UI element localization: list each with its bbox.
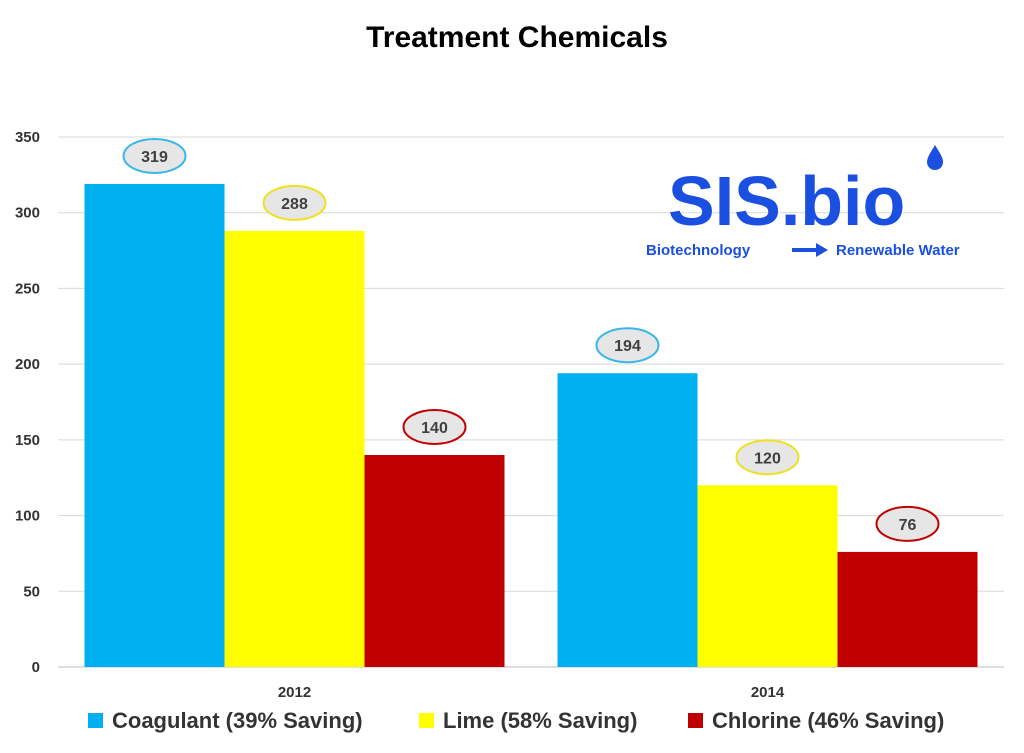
data-label-bubble (122, 137, 187, 174)
bar (697, 485, 838, 667)
data-label-bubble (875, 505, 940, 542)
data-label-bubble (402, 409, 467, 445)
y-tick-label: 250 (15, 280, 40, 297)
data-label-bubble (262, 184, 327, 221)
y-tick-label: 50 (23, 583, 40, 600)
bars (84, 183, 978, 667)
legend-label: Lime (58% Saving) (443, 708, 637, 733)
legend-swatch (688, 713, 703, 728)
y-tick-label: 350 (15, 129, 40, 146)
y-axis: 0 50 100 150 200 250 300 350 (15, 129, 40, 676)
bar (837, 551, 978, 667)
data-label: 194 (614, 338, 641, 355)
data-label-bubble (735, 439, 800, 476)
data-label: 288 (281, 196, 308, 213)
legend-label: Coagulant (39% Saving) (112, 708, 363, 733)
legend-swatch (419, 713, 434, 728)
chart-title: Treatment Chemicals (366, 21, 668, 54)
data-label-bubble (595, 327, 660, 364)
bar (364, 455, 505, 667)
data-label: 140 (421, 420, 448, 437)
bar (557, 373, 698, 667)
x-tick-label: 2012 (278, 684, 311, 701)
legend-label: Chlorine (46% Saving) (712, 708, 944, 733)
data-label: 120 (754, 450, 781, 467)
y-tick-label: 200 (15, 356, 40, 373)
data-label: 76 (899, 517, 917, 534)
logo-tagline-right: Renewable Water (836, 242, 960, 259)
y-tick-label: 0 (32, 659, 40, 676)
bar (224, 230, 365, 667)
data-labels: 319 288 140 194 120 76 (122, 137, 940, 542)
legend-swatch (88, 713, 103, 728)
legend: Coagulant (39% Saving) Lime (58% Saving) C… (88, 708, 944, 733)
y-tick-label: 300 (15, 205, 40, 222)
sis-bio-logo: SIS.bio Biotechnology Renewable Water (646, 145, 960, 259)
logo-wordmark: SIS.bio (668, 162, 905, 240)
x-axis: 2012 2014 (278, 684, 785, 701)
bar (84, 183, 225, 667)
y-tick-label: 100 (15, 508, 40, 525)
logo-tagline-left: Biotechnology (646, 242, 751, 259)
y-tick-label: 150 (15, 432, 40, 449)
x-tick-label: 2014 (751, 684, 785, 701)
arrow-right-icon (792, 243, 828, 257)
water-drop-icon (927, 145, 943, 170)
data-label: 319 (141, 149, 168, 166)
